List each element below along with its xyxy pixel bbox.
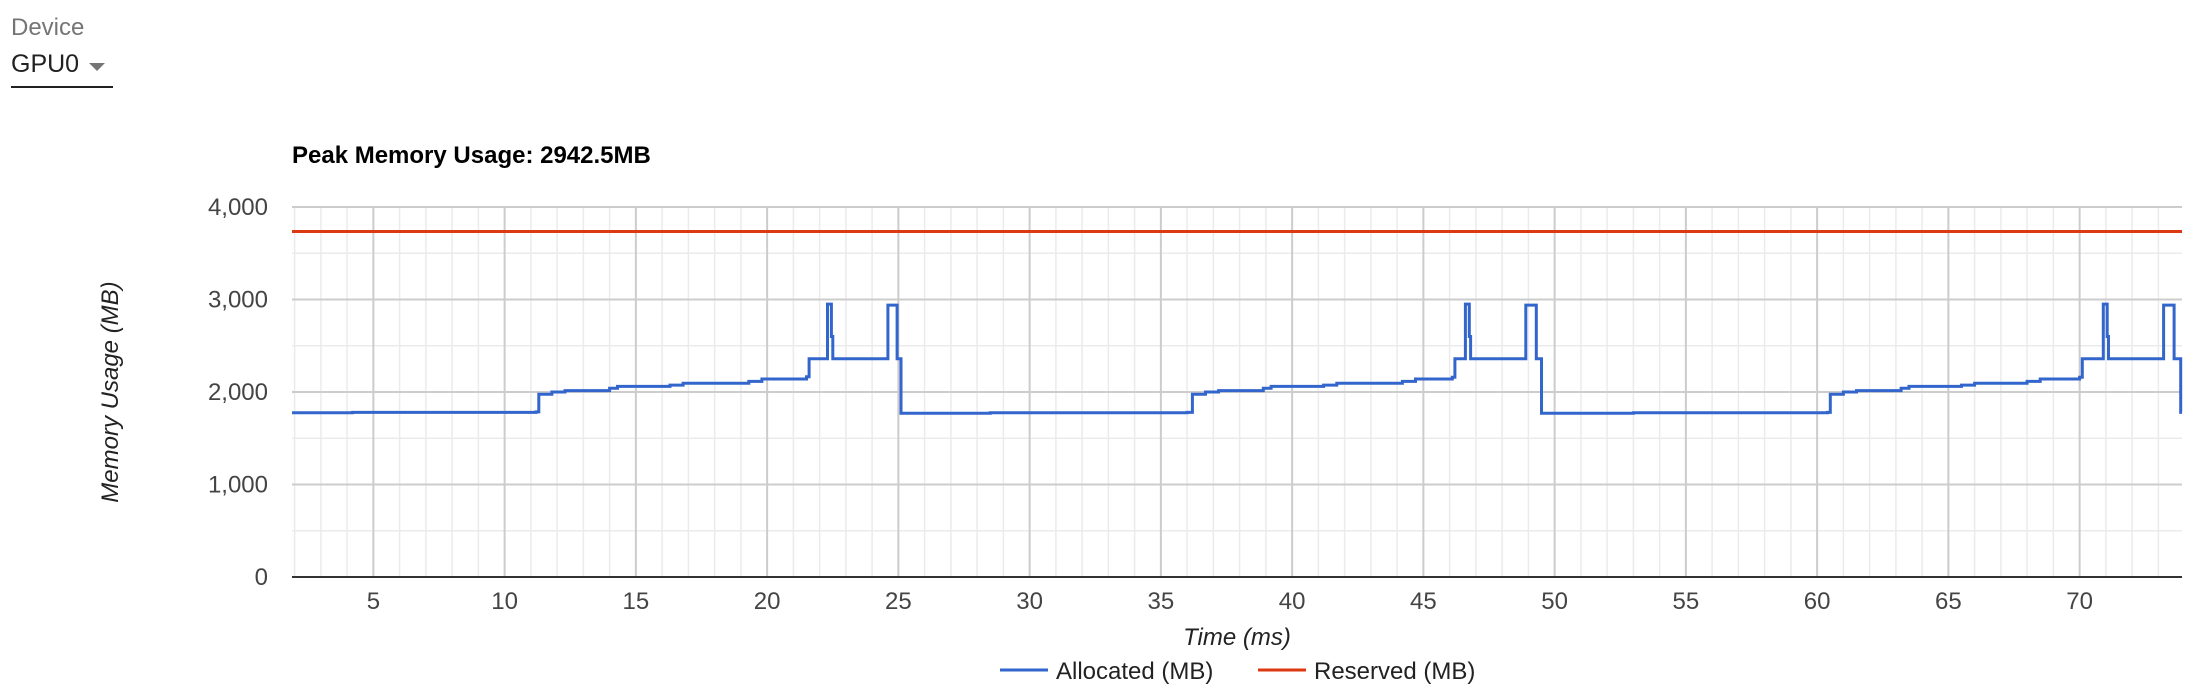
y-tick-label: 3,000 <box>208 287 268 314</box>
x-tick-label: 15 <box>623 588 650 615</box>
x-tick-label: 40 <box>1279 588 1306 615</box>
x-axis-title: Time (ms) <box>1183 624 1291 651</box>
x-tick-label: 35 <box>1148 588 1175 615</box>
y-tick-label: 1,000 <box>208 472 268 499</box>
device-select[interactable]: GPU0 <box>11 46 113 88</box>
y-tick-label: 4,000 <box>208 194 268 221</box>
y-axis-title: Memory Usage (MB) <box>97 281 124 502</box>
x-tick-label: 60 <box>1804 588 1831 615</box>
x-tick-label: 45 <box>1410 588 1437 615</box>
x-tick-label: 20 <box>754 588 781 615</box>
x-tick-label: 55 <box>1673 588 1700 615</box>
x-axis-ticks: 5 10 15 20 25 30 35 40 45 50 55 60 65 70 <box>367 588 2093 615</box>
device-select-value: GPU0 <box>11 50 80 78</box>
x-tick-label: 70 <box>2066 588 2093 615</box>
legend-label-reserved: Reserved (MB) <box>1314 658 1475 685</box>
legend-label-allocated: Allocated (MB) <box>1056 658 1213 685</box>
series-lines <box>292 230 2183 415</box>
device-label: Device <box>11 14 85 41</box>
x-tick-label: 25 <box>885 588 912 615</box>
x-tick-label: 10 <box>491 588 518 615</box>
chevron-down-icon <box>89 63 105 71</box>
chart-title: Peak Memory Usage: 2942.5MB <box>292 142 651 169</box>
y-tick-label: 0 <box>255 564 268 591</box>
series-line-allocated <box>292 302 2183 415</box>
x-tick-label: 65 <box>1935 588 1962 615</box>
y-axis-ticks: 0 1,000 2,000 3,000 4,000 <box>208 194 268 591</box>
x-tick-label: 50 <box>1541 588 1568 615</box>
x-tick-label: 30 <box>1016 588 1043 615</box>
legend: Allocated (MB) Reserved (MB) <box>1000 658 1475 685</box>
y-tick-label: 2,000 <box>208 379 268 406</box>
x-tick-label: 5 <box>367 588 380 615</box>
